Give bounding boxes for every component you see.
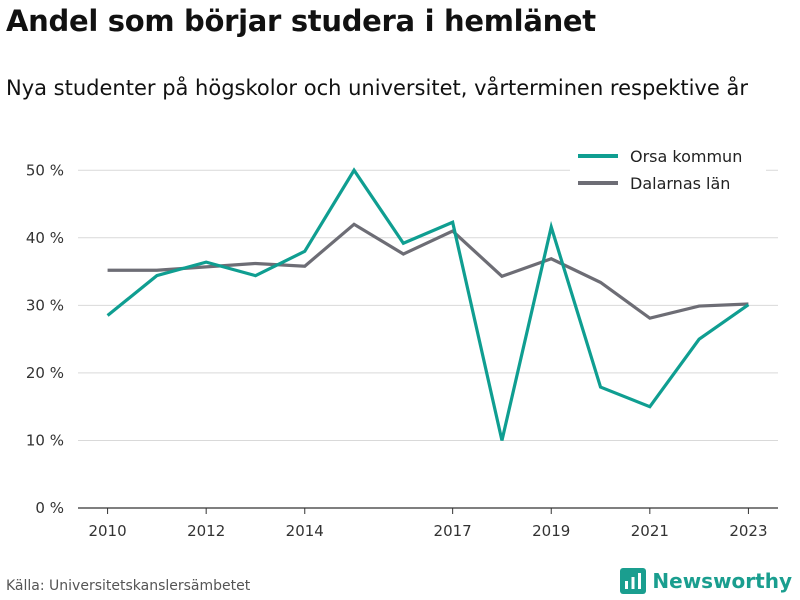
legend: Orsa kommun Dalarnas län xyxy=(570,142,766,200)
series-line-orsa-kommun xyxy=(106,167,750,441)
brand-logo: Newsworthy xyxy=(620,568,792,594)
newsworthy-logo-icon xyxy=(620,568,647,594)
x-tick-label: 2010 xyxy=(88,522,126,540)
grid-lines xyxy=(78,169,778,509)
series-lines xyxy=(106,167,750,441)
legend-label: Orsa kommun xyxy=(630,147,742,166)
legend-background xyxy=(570,142,766,200)
y-tick-label: 0 % xyxy=(35,499,64,517)
brand-name: Newsworthy xyxy=(652,569,792,593)
y-tick-label: 50 % xyxy=(26,161,64,179)
series-line-dalarnas-lan xyxy=(107,222,749,320)
source-note: Källa: Universitetskanslersämbetet xyxy=(6,578,251,594)
x-tick-label: 2023 xyxy=(729,522,767,540)
x-tick-label: 2014 xyxy=(286,522,324,540)
chart-subtitle: Nya studenter på högskolor och universit… xyxy=(6,76,748,100)
y-tick-label: 30 % xyxy=(26,296,64,314)
x-tick-label: 2019 xyxy=(532,522,570,540)
legend-label: Dalarnas län xyxy=(630,174,730,193)
y-tick-label: 40 % xyxy=(26,229,64,247)
chart-title: Andel som börjar studera i hemlänet xyxy=(6,4,596,38)
x-tick-label: 2021 xyxy=(631,522,669,540)
x-tick-label: 2012 xyxy=(187,522,225,540)
x-tick-label: 2017 xyxy=(434,522,472,540)
y-tick-label: 20 % xyxy=(26,364,64,382)
y-tick-label: 10 % xyxy=(26,431,64,449)
y-axis-ticks: 0 % 10 % 20 % 30 % 40 % 50 % xyxy=(26,161,64,517)
x-axis-ticks: 2010 2012 2014 2017 2019 2021 2023 xyxy=(88,508,768,540)
